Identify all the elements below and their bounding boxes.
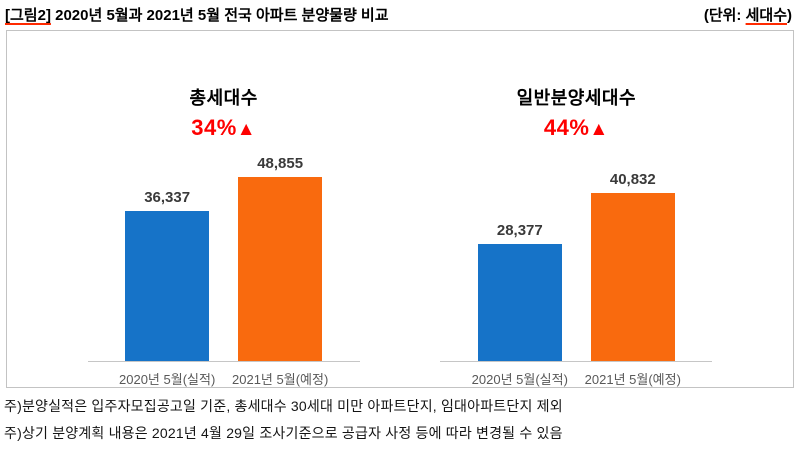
x-axis-line — [440, 361, 713, 362]
bar-value-label: 36,337 — [144, 189, 191, 206]
category-label-2021: 2021년 5월(예정) — [584, 372, 681, 387]
bar-column-2021: 48,855 — [224, 155, 337, 361]
group-title-general: 일반분양세대수 — [516, 88, 637, 108]
figure-header: [그림2] 2020년 5월과 2021년 5월 전국 아파트 분양물량 비교 … — [0, 0, 800, 30]
up-triangle-icon: ▲ — [589, 119, 609, 140]
chart-area: 총세대수 34%▲ 36,337 48,855 2020년 5 — [6, 30, 794, 388]
bar-2021-planned — [238, 177, 323, 361]
plot-general: 28,377 40,832 2020년 5월(실적) 2021년 5월(예정) — [440, 155, 713, 388]
x-axis-line — [87, 361, 360, 362]
chart-group-total-households: 총세대수 34%▲ 36,337 48,855 2020년 5 — [87, 31, 360, 388]
figure-title-text: 2020년 5월과 2021년 5월 전국 아파트 분양물량 비교 — [55, 7, 389, 24]
category-label-2020: 2020년 5월(실적) — [471, 372, 568, 387]
bar-column-2020: 36,337 — [111, 155, 224, 361]
chart-group-general-sale: 일반분양세대수 44%▲ 28,377 40,832 2020 — [440, 31, 713, 388]
unit-word: 세대수 — [745, 7, 787, 24]
unit-suffix: ) — [787, 7, 792, 24]
up-triangle-icon: ▲ — [236, 119, 257, 140]
bar-2020-actual — [477, 244, 562, 361]
group-change-general: 44%▲ — [544, 115, 609, 141]
bar-value-label: 40,832 — [609, 171, 656, 188]
footnote-2: 주)상기 분양계획 내용은 2021년 4월 29일 조사기준으로 공급자 사정… — [4, 425, 563, 441]
category-label-2020: 2020년 5월(실적) — [119, 372, 216, 387]
bar-column-2020: 28,377 — [463, 155, 576, 361]
category-labels: 2020년 5월(실적) 2021년 5월(예정) — [440, 369, 712, 388]
figure-title-tag: [그림2] — [5, 7, 51, 24]
bars-row: 28,377 40,832 — [440, 155, 712, 361]
group-title-total: 총세대수 — [189, 88, 258, 108]
bar-2021-planned — [590, 193, 675, 361]
category-labels: 2020년 5월(실적) 2021년 5월(예정) — [88, 369, 360, 388]
footnotes: 주)분양실적은 입주자모집공고일 기준, 총세대수 30세대 미만 아파트단지,… — [0, 388, 800, 443]
unit-label: (단위: 세대수) — [704, 5, 792, 26]
bar-value-label: 28,377 — [496, 222, 543, 239]
bar-2020-actual — [125, 211, 210, 361]
category-label-2021: 2021년 5월(예정) — [232, 372, 329, 387]
plot-total: 36,337 48,855 2020년 5월(실적) 2021년 5월(예정) — [87, 155, 360, 388]
bar-value-label: 48,855 — [257, 155, 304, 172]
footnote-1: 주)분양실적은 입주자모집공고일 기준, 총세대수 30세대 미만 아파트단지,… — [4, 398, 563, 414]
group-change-total: 34%▲ — [191, 115, 256, 141]
bar-column-2021: 40,832 — [576, 155, 689, 361]
change-percent: 44% — [543, 115, 590, 140]
bars-row: 36,337 48,855 — [88, 155, 360, 361]
change-percent: 34% — [191, 115, 237, 140]
figure-title: [그림2] 2020년 5월과 2021년 5월 전국 아파트 분양물량 비교 — [5, 5, 389, 26]
unit-prefix: (단위: — [703, 7, 742, 24]
